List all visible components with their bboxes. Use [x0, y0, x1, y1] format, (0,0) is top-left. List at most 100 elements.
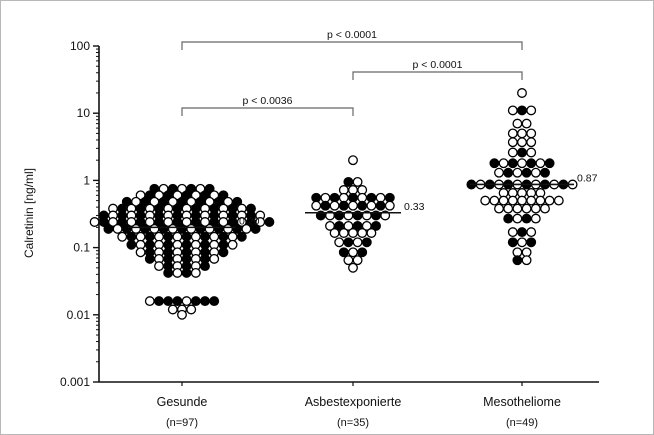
p-value-label: p < 0.0001	[327, 29, 377, 41]
data-point	[526, 128, 537, 139]
data-point	[186, 223, 197, 234]
data-point	[521, 255, 532, 266]
data-point	[384, 200, 395, 211]
data-point	[190, 296, 201, 307]
data-point	[512, 255, 523, 266]
data-point	[540, 203, 550, 214]
data-point	[371, 220, 381, 231]
data-point	[154, 261, 164, 272]
data-point	[357, 247, 368, 258]
data-point	[213, 223, 224, 234]
data-point	[140, 223, 151, 234]
data-point	[338, 200, 349, 211]
significance-bracket	[352, 71, 523, 80]
data-point	[200, 261, 210, 272]
data-point	[190, 267, 201, 278]
data-point	[503, 167, 514, 178]
data-point	[517, 237, 527, 248]
data-point	[507, 227, 518, 238]
data-point	[167, 304, 178, 315]
data-point	[498, 195, 509, 206]
data-point	[167, 223, 178, 234]
data-point	[507, 128, 518, 139]
data-point	[181, 231, 192, 242]
data-point	[526, 195, 537, 206]
data-point	[131, 223, 141, 234]
data-point	[232, 196, 243, 207]
data-point	[517, 137, 527, 148]
data-point	[218, 231, 229, 242]
data-point	[540, 167, 550, 178]
data-point	[163, 296, 174, 307]
data-point	[507, 105, 518, 116]
data-point	[135, 231, 146, 242]
data-point	[521, 118, 532, 129]
data-point	[144, 296, 155, 307]
data-point	[186, 304, 197, 315]
data-point	[149, 223, 160, 234]
data-point	[250, 223, 261, 234]
data-point	[517, 105, 527, 116]
data-point	[535, 195, 546, 206]
x-category-n-label: (n=35)	[337, 417, 369, 429]
data-point	[343, 237, 354, 248]
data-point	[480, 195, 491, 206]
x-category-label: Mesotheliome	[483, 395, 561, 409]
data-point	[311, 200, 322, 211]
data-point	[366, 200, 377, 211]
median-label: 0.33	[404, 201, 425, 213]
data-point	[209, 231, 220, 242]
y-tick-label: 1	[83, 173, 90, 187]
data-point	[204, 223, 215, 234]
data-point	[507, 195, 518, 206]
data-point	[517, 147, 527, 158]
data-point	[348, 228, 358, 238]
data-point	[320, 200, 331, 211]
data-point	[517, 128, 527, 139]
y-tick-label: 0.1	[73, 241, 90, 255]
data-point	[366, 228, 377, 238]
data-point	[357, 228, 368, 238]
data-point	[177, 309, 187, 320]
data-point	[544, 195, 555, 206]
data-point	[348, 247, 358, 258]
data-point	[517, 195, 527, 206]
data-point	[181, 296, 192, 307]
data-point	[498, 158, 509, 169]
data-point	[209, 253, 220, 264]
data-point	[553, 195, 564, 206]
data-point	[530, 167, 541, 178]
data-point	[526, 147, 537, 158]
data-point	[512, 203, 523, 214]
data-point	[117, 231, 128, 242]
data-point	[512, 118, 523, 129]
data-point	[89, 217, 100, 227]
data-point	[172, 231, 183, 242]
data-point	[190, 231, 201, 242]
data-point	[218, 247, 229, 258]
data-point	[517, 158, 527, 169]
data-point	[517, 227, 527, 238]
data-point	[352, 176, 363, 187]
data-point	[530, 203, 541, 214]
y-tick-label: 0.001	[60, 375, 90, 389]
data-point	[135, 247, 146, 258]
data-point	[218, 190, 229, 201]
data-point	[503, 203, 514, 214]
data-point	[144, 253, 155, 264]
data-point	[264, 217, 275, 227]
data-point	[352, 255, 363, 266]
data-point	[507, 158, 518, 169]
data-point	[503, 213, 514, 224]
data-point	[526, 227, 537, 238]
data-point	[163, 267, 174, 278]
data-point	[236, 231, 247, 242]
data-point	[526, 158, 537, 169]
data-point	[512, 213, 523, 224]
y-tick-label: 0.01	[67, 308, 91, 322]
data-point	[158, 223, 169, 234]
data-point	[352, 237, 363, 248]
data-point	[181, 267, 192, 278]
x-category-label: Gesunde	[157, 395, 208, 409]
y-axis-label: Calretinin [ng/ml]	[22, 168, 36, 258]
